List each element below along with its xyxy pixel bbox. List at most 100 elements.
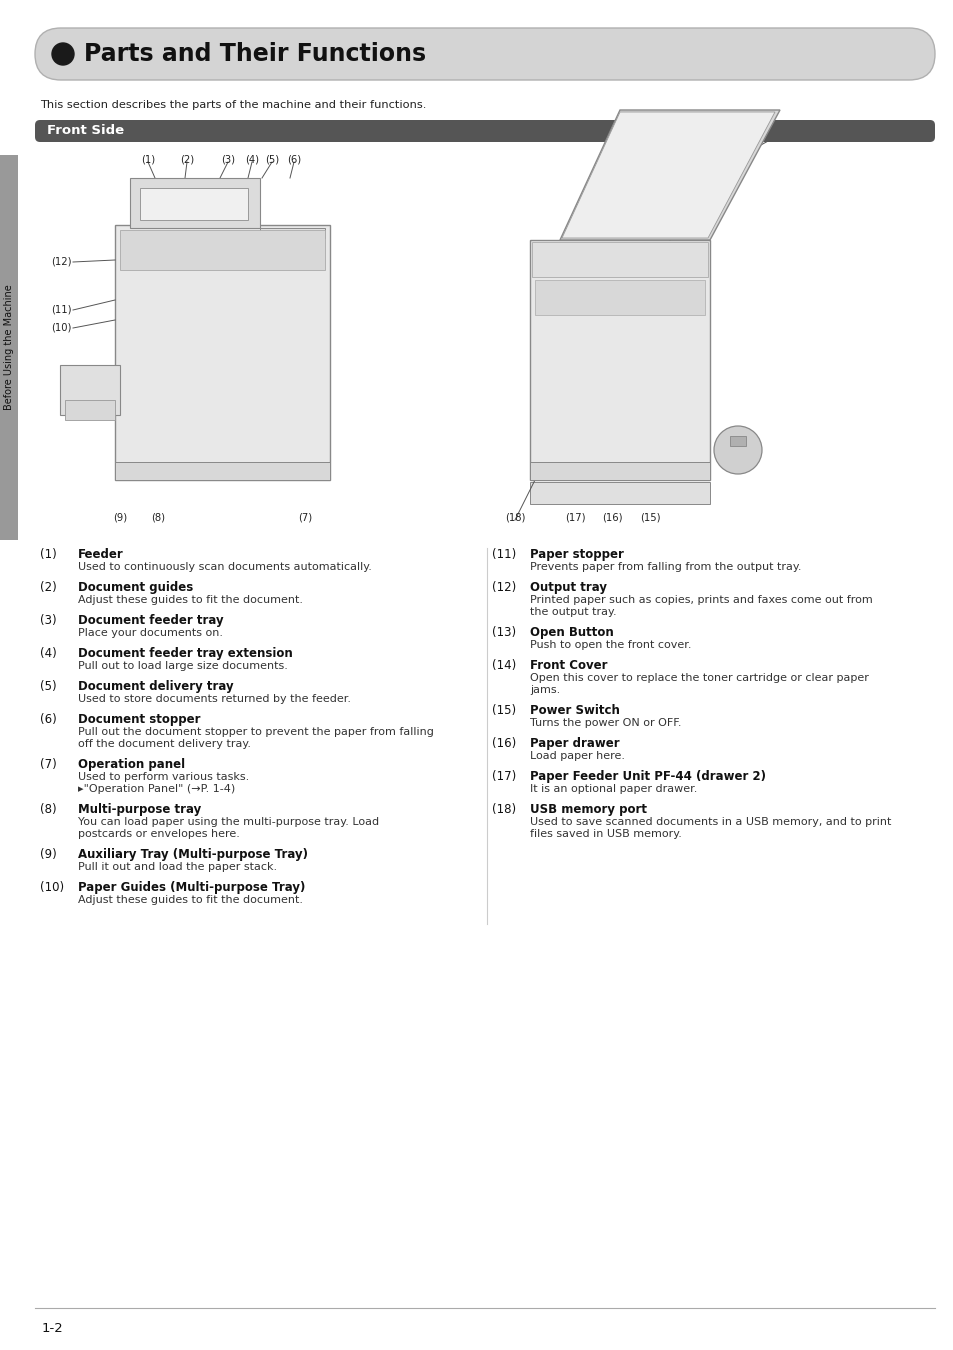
Circle shape bbox=[713, 427, 761, 474]
Text: Place your documents on.: Place your documents on. bbox=[78, 628, 223, 639]
FancyBboxPatch shape bbox=[530, 482, 709, 504]
FancyBboxPatch shape bbox=[260, 228, 325, 238]
Bar bbox=[0, 155, 18, 540]
Text: (17): (17) bbox=[564, 512, 584, 522]
Text: Used to perform various tasks.: Used to perform various tasks. bbox=[78, 772, 249, 782]
FancyBboxPatch shape bbox=[530, 240, 709, 481]
Text: Document feeder tray extension: Document feeder tray extension bbox=[78, 647, 293, 660]
Text: (11): (11) bbox=[51, 305, 71, 315]
Text: (2): (2) bbox=[180, 155, 193, 165]
Text: (15): (15) bbox=[492, 703, 516, 717]
FancyBboxPatch shape bbox=[729, 436, 745, 446]
Text: (2): (2) bbox=[40, 580, 56, 594]
Text: Pull out to load large size documents.: Pull out to load large size documents. bbox=[78, 662, 288, 671]
FancyBboxPatch shape bbox=[530, 462, 709, 481]
Text: Adjust these guides to fit the document.: Adjust these guides to fit the document. bbox=[78, 595, 303, 605]
FancyBboxPatch shape bbox=[115, 462, 330, 481]
Polygon shape bbox=[561, 112, 774, 238]
Text: (1): (1) bbox=[141, 155, 155, 165]
Text: USB memory port: USB memory port bbox=[530, 803, 646, 815]
Text: Paper stopper: Paper stopper bbox=[530, 548, 623, 562]
Text: Used to store documents returned by the feeder.: Used to store documents returned by the … bbox=[78, 694, 351, 703]
FancyBboxPatch shape bbox=[60, 364, 120, 414]
Text: (3): (3) bbox=[221, 155, 234, 165]
FancyBboxPatch shape bbox=[35, 28, 934, 80]
Text: (4): (4) bbox=[245, 155, 258, 165]
Text: Multi-purpose tray: Multi-purpose tray bbox=[78, 803, 201, 815]
Text: (16): (16) bbox=[492, 737, 516, 751]
Text: Feeder: Feeder bbox=[78, 548, 124, 562]
Text: (7): (7) bbox=[40, 757, 56, 771]
Text: Front Cover: Front Cover bbox=[530, 659, 607, 672]
Text: Document feeder tray: Document feeder tray bbox=[78, 614, 223, 626]
Text: (7): (7) bbox=[297, 512, 312, 522]
Text: Push to open the front cover.: Push to open the front cover. bbox=[530, 640, 691, 649]
Text: (18): (18) bbox=[504, 512, 525, 522]
Text: (8): (8) bbox=[151, 512, 165, 522]
Text: (12): (12) bbox=[51, 256, 71, 267]
Text: It is an optional paper drawer.: It is an optional paper drawer. bbox=[530, 784, 697, 794]
Text: This section describes the parts of the machine and their functions.: This section describes the parts of the … bbox=[40, 100, 426, 109]
Text: Document delivery tray: Document delivery tray bbox=[78, 680, 233, 693]
Text: (10): (10) bbox=[51, 323, 71, 333]
Text: (17): (17) bbox=[492, 769, 516, 783]
FancyBboxPatch shape bbox=[115, 225, 330, 481]
Text: (5): (5) bbox=[40, 680, 56, 693]
Text: (6): (6) bbox=[287, 155, 301, 165]
Text: (16): (16) bbox=[601, 512, 621, 522]
Text: (8): (8) bbox=[40, 803, 56, 815]
Text: (3): (3) bbox=[40, 614, 56, 626]
Text: jams.: jams. bbox=[530, 684, 559, 695]
Text: ▸"Operation Panel" (→P. 1-4): ▸"Operation Panel" (→P. 1-4) bbox=[78, 784, 235, 794]
Text: (1): (1) bbox=[40, 548, 56, 562]
FancyBboxPatch shape bbox=[140, 188, 248, 220]
Text: (18): (18) bbox=[492, 803, 516, 815]
Text: Output tray: Output tray bbox=[530, 580, 606, 594]
Text: postcards or envelopes here.: postcards or envelopes here. bbox=[78, 829, 239, 838]
Circle shape bbox=[52, 43, 74, 65]
Text: the output tray.: the output tray. bbox=[530, 608, 616, 617]
Text: Document guides: Document guides bbox=[78, 580, 193, 594]
Text: (15): (15) bbox=[639, 512, 659, 522]
FancyBboxPatch shape bbox=[120, 230, 325, 270]
Text: Open Button: Open Button bbox=[530, 626, 613, 639]
FancyBboxPatch shape bbox=[130, 178, 260, 228]
Text: (13): (13) bbox=[492, 626, 516, 639]
Text: (14): (14) bbox=[492, 659, 516, 672]
Text: Open this cover to replace the toner cartridge or clear paper: Open this cover to replace the toner car… bbox=[530, 674, 868, 683]
Text: Front Side: Front Side bbox=[47, 124, 124, 138]
Text: (4): (4) bbox=[40, 647, 56, 660]
Text: Parts and Their Functions: Parts and Their Functions bbox=[84, 42, 426, 66]
Text: Load paper here.: Load paper here. bbox=[530, 751, 624, 761]
Text: Adjust these guides to fit the document.: Adjust these guides to fit the document. bbox=[78, 895, 303, 905]
Text: (12): (12) bbox=[492, 580, 516, 594]
Text: You can load paper using the multi-purpose tray. Load: You can load paper using the multi-purpo… bbox=[78, 817, 378, 828]
Text: Paper drawer: Paper drawer bbox=[530, 737, 619, 751]
Text: (13): (13) bbox=[679, 155, 700, 165]
Text: (9): (9) bbox=[112, 512, 127, 522]
Text: Auxiliary Tray (Multi-purpose Tray): Auxiliary Tray (Multi-purpose Tray) bbox=[78, 848, 308, 861]
Text: Printed paper such as copies, prints and faxes come out from: Printed paper such as copies, prints and… bbox=[530, 595, 872, 605]
Text: (5): (5) bbox=[265, 155, 279, 165]
Text: (11): (11) bbox=[492, 548, 516, 562]
Text: Document stopper: Document stopper bbox=[78, 713, 200, 726]
FancyBboxPatch shape bbox=[65, 400, 115, 420]
Text: Paper Guides (Multi-purpose Tray): Paper Guides (Multi-purpose Tray) bbox=[78, 882, 305, 894]
Text: Power Switch: Power Switch bbox=[530, 703, 619, 717]
Text: Used to continuously scan documents automatically.: Used to continuously scan documents auto… bbox=[78, 562, 372, 572]
Text: Before Using the Machine: Before Using the Machine bbox=[4, 285, 14, 410]
Text: Paper Feeder Unit PF-44 (drawer 2): Paper Feeder Unit PF-44 (drawer 2) bbox=[530, 769, 765, 783]
Text: off the document delivery tray.: off the document delivery tray. bbox=[78, 738, 251, 749]
Text: Pull it out and load the paper stack.: Pull it out and load the paper stack. bbox=[78, 863, 276, 872]
Text: Pull out the document stopper to prevent the paper from falling: Pull out the document stopper to prevent… bbox=[78, 728, 434, 737]
Text: Operation panel: Operation panel bbox=[78, 757, 185, 771]
Text: (9): (9) bbox=[40, 848, 56, 861]
Text: (6): (6) bbox=[40, 713, 56, 726]
Polygon shape bbox=[559, 109, 780, 240]
Text: Used to save scanned documents in a USB memory, and to print: Used to save scanned documents in a USB … bbox=[530, 817, 890, 828]
FancyBboxPatch shape bbox=[535, 279, 704, 315]
FancyBboxPatch shape bbox=[35, 120, 934, 142]
Text: Prevents paper from falling from the output tray.: Prevents paper from falling from the out… bbox=[530, 562, 801, 572]
Text: (10): (10) bbox=[40, 882, 64, 894]
Text: files saved in USB memory.: files saved in USB memory. bbox=[530, 829, 681, 838]
